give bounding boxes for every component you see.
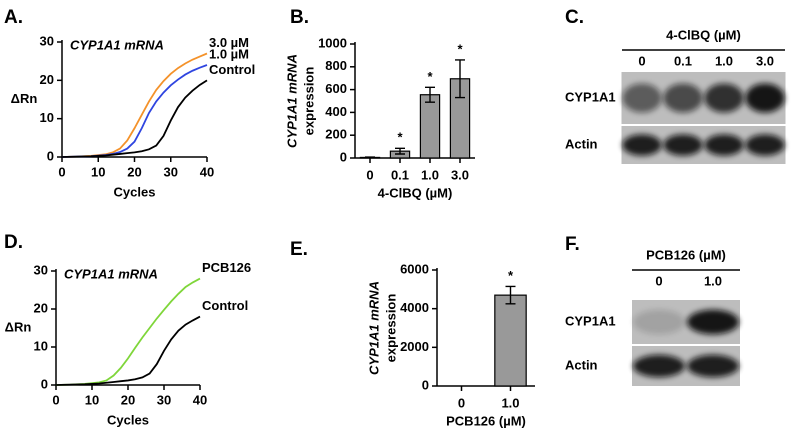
x-tick-label: 1.0: [421, 167, 439, 182]
y-tick-label: 20: [40, 72, 54, 87]
lane-label: 3.0: [756, 53, 774, 68]
lane-label: 0: [655, 273, 662, 288]
error-bar: [425, 86, 435, 103]
blot-band: [745, 134, 785, 156]
blot-band: [745, 83, 785, 113]
x-axis-label: Cycles: [107, 412, 149, 427]
bar: [494, 294, 527, 387]
blot-band: [663, 83, 703, 113]
series-line: [61, 79, 208, 158]
x-tick-label: 20: [127, 164, 141, 179]
y-tick-label: 0: [47, 148, 54, 163]
significance-mark: *: [397, 130, 403, 145]
y-axis-label: ΔRn: [11, 91, 38, 106]
y-tick-label: 30: [34, 262, 48, 277]
panel-label: D.: [4, 232, 23, 253]
blot-title: PCB126 (µM): [646, 247, 726, 262]
x-axis-label: 4-ClBQ (µM): [378, 185, 453, 200]
y-axis-label: expression: [301, 67, 316, 136]
series-label: Control: [202, 298, 248, 313]
x-tick-label: 1.0: [501, 395, 519, 410]
y-tick-label: 200: [325, 127, 347, 142]
y-tick-label: 400: [325, 104, 347, 119]
chart-title: CYP1A1 mRNA: [64, 266, 158, 281]
x-tick-label: 10: [85, 392, 99, 407]
series-label: Control: [209, 62, 255, 77]
series-line: [55, 277, 201, 386]
x-tick-label: 20: [121, 392, 135, 407]
y-tick-label: 800: [325, 58, 347, 73]
panel-label: E.: [290, 239, 308, 260]
blot-band: [622, 83, 662, 113]
significance-mark: *: [508, 268, 514, 283]
y-tick-label: 1000: [318, 35, 347, 50]
y-tick-label: 10: [34, 338, 48, 353]
series-label: 3.0 µM: [209, 35, 249, 50]
series-label: 1.0 µM: [209, 46, 249, 61]
error-bar: [365, 156, 375, 159]
panel-label: B.: [290, 7, 309, 28]
x-axis-label: PCB126 (µM): [446, 413, 526, 428]
lane-label: 0.1: [674, 53, 692, 68]
y-tick-label: 30: [40, 33, 54, 48]
significance-mark: *: [427, 69, 433, 84]
y-tick-label: 20: [34, 300, 48, 315]
series-line: [55, 315, 201, 386]
y-tick-label: 2000: [400, 339, 429, 354]
blot-band: [704, 83, 744, 113]
blot-band: [633, 309, 685, 335]
panel-label: A.: [4, 7, 23, 28]
y-tick-label: 10: [40, 110, 54, 125]
x-axis-label: Cycles: [114, 184, 156, 199]
x-tick-label: 0: [366, 167, 373, 182]
y-tick-label: 0: [340, 149, 347, 164]
lane-label: 0: [638, 53, 645, 68]
bar: [419, 94, 441, 159]
blot-title: 4-ClBQ (µM): [666, 27, 741, 42]
blot-band: [687, 354, 739, 378]
series-label: PCB126: [202, 260, 251, 275]
lane-label: 1.0: [704, 273, 722, 288]
panel-label: C.: [565, 7, 584, 28]
blot-band: [633, 354, 685, 378]
panel-label: F.: [565, 234, 580, 255]
x-tick-label: 0: [458, 395, 465, 410]
y-tick-label: 0: [41, 376, 48, 391]
row-label: Actin: [565, 357, 598, 372]
row-label: CYP1A1: [565, 89, 616, 104]
x-tick-label: 10: [91, 164, 105, 179]
x-tick-label: 0: [52, 392, 59, 407]
y-tick-label: 600: [325, 81, 347, 96]
blot-band: [687, 309, 739, 335]
y-tick-label: 4000: [400, 300, 429, 315]
blot-band: [622, 134, 662, 156]
series-line: [61, 64, 208, 158]
error-bar: [395, 147, 405, 155]
y-tick-label: 0: [422, 377, 429, 392]
row-label: Actin: [565, 136, 598, 151]
chart-title: CYP1A1 mRNA: [70, 37, 164, 52]
y-axis-label: expression: [383, 294, 398, 363]
y-axis-label: CYP1A1 mRNA: [366, 281, 381, 375]
x-tick-label: 30: [164, 164, 178, 179]
y-tick-label: 6000: [400, 261, 429, 276]
x-tick-label: 30: [157, 392, 171, 407]
y-axis-label: CYP1A1 mRNA: [284, 54, 299, 148]
y-axis-label: ΔRn: [5, 319, 32, 334]
x-tick-label: 40: [200, 164, 214, 179]
x-tick-label: 40: [193, 392, 207, 407]
x-tick-label: 0: [58, 164, 65, 179]
blot-band: [663, 134, 703, 156]
significance-mark: *: [457, 41, 463, 56]
row-label: CYP1A1: [565, 313, 616, 328]
error-bar: [505, 285, 516, 305]
blot-band: [704, 134, 744, 156]
error-bar: [455, 59, 465, 99]
x-tick-label: 0.1: [391, 167, 409, 182]
x-tick-label: 3.0: [451, 167, 469, 182]
lane-label: 1.0: [715, 53, 733, 68]
